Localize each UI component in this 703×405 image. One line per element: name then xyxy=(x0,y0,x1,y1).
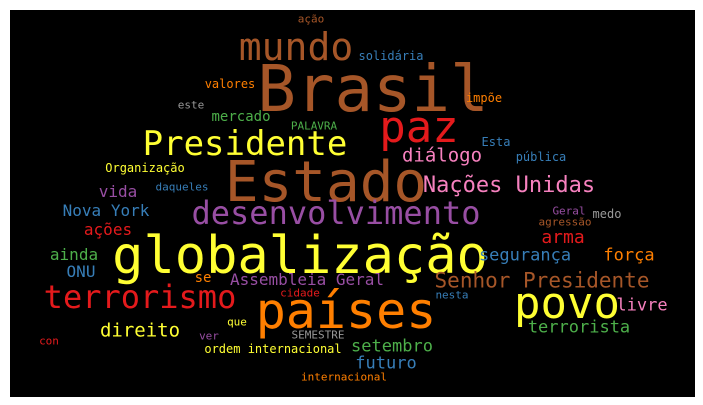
word: terrorista xyxy=(527,317,631,338)
word: que xyxy=(227,315,247,329)
word: Esta xyxy=(481,135,511,149)
word: ação xyxy=(297,12,325,26)
word: Organização xyxy=(105,161,185,175)
word: segurança xyxy=(478,245,572,266)
word: con xyxy=(39,334,59,348)
word: este xyxy=(177,98,205,112)
word: paz xyxy=(379,102,459,153)
word: se xyxy=(194,270,212,286)
word: povo xyxy=(514,278,620,329)
word: globalização xyxy=(112,226,488,286)
word: diálogo xyxy=(401,144,483,167)
word: futuro xyxy=(355,353,417,374)
word: Brasil xyxy=(257,53,489,127)
word: arma xyxy=(541,227,585,248)
word: Estado xyxy=(224,150,428,215)
word: setembro xyxy=(351,336,433,357)
word: ver xyxy=(199,329,219,343)
word: terrorismo xyxy=(43,278,237,316)
word: mercado xyxy=(211,109,271,125)
word: ordem internacional xyxy=(204,342,342,356)
word: agressão xyxy=(538,215,592,229)
word: vida xyxy=(98,182,138,201)
word: valores xyxy=(204,77,256,91)
word: SEMESTRE xyxy=(291,328,345,342)
word: força xyxy=(603,245,655,266)
word: ONU xyxy=(66,262,96,281)
word: cidade xyxy=(280,286,320,300)
word: países xyxy=(255,282,437,340)
word: impõe xyxy=(465,91,503,105)
word: pública xyxy=(515,150,567,164)
word: Presidente xyxy=(142,124,348,164)
word: livre xyxy=(616,295,668,316)
word: solidária xyxy=(358,49,424,63)
word: ações xyxy=(83,220,133,239)
word: Nova York xyxy=(62,201,150,220)
word: Assembleia Geral xyxy=(229,270,385,289)
word: direito xyxy=(99,319,181,342)
word-cloud: Brasil Estado globalização países povo p… xyxy=(10,10,695,397)
word: Geral xyxy=(552,204,586,218)
word: PALAVRA xyxy=(290,119,338,133)
word: nesta xyxy=(435,288,469,302)
word: Senhor Presidente xyxy=(434,268,650,293)
word: mundo xyxy=(238,25,354,69)
word: Nações Unidas xyxy=(422,173,596,198)
word: desenvolvimento xyxy=(191,194,481,232)
word: daqueles xyxy=(155,180,209,194)
word: ainda xyxy=(49,245,99,264)
word: medo xyxy=(592,207,622,221)
word: internacional xyxy=(300,370,388,384)
